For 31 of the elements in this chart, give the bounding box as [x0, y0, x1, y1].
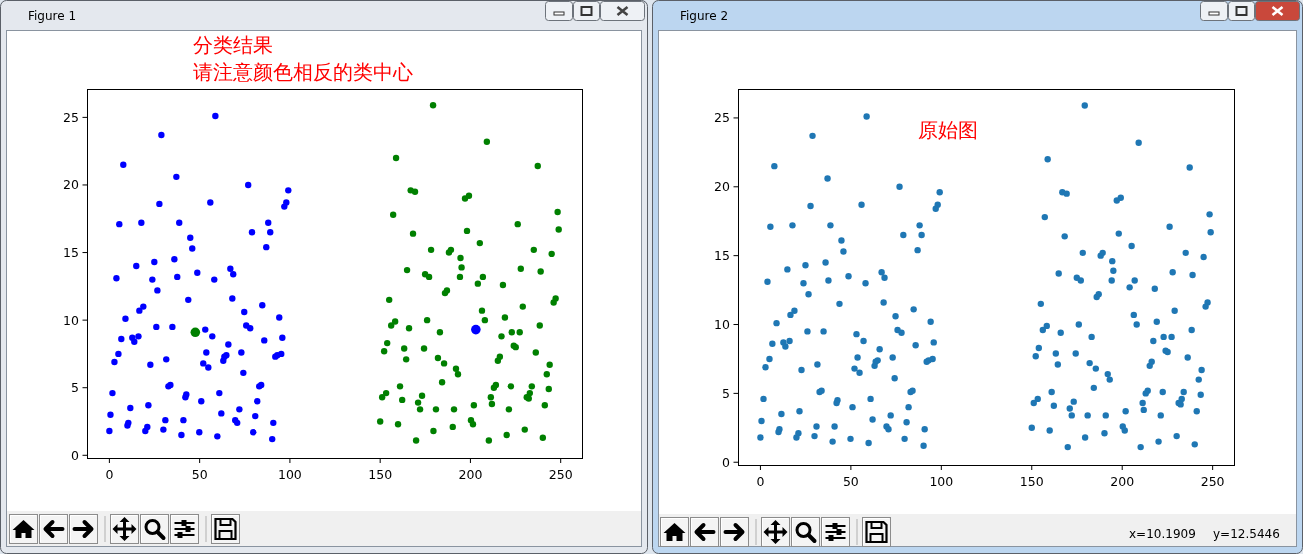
- y-tick-label: 15: [714, 248, 730, 264]
- y-tick-label: 0: [722, 454, 731, 470]
- y-tick-label: 0: [71, 447, 80, 463]
- text: y=12.5446: [1213, 527, 1280, 541]
- x-tick-label: 150: [368, 467, 393, 482]
- x-tick-label: 200: [458, 467, 483, 482]
- x-tick-label: 50: [842, 474, 859, 489]
- y-tick-label: 20: [63, 177, 80, 193]
- x-tick-label: 200: [1110, 474, 1135, 489]
- y-tick-label: 25: [714, 110, 730, 126]
- y-tick-label: 10: [714, 317, 731, 333]
- x-tick-label: 250: [548, 467, 573, 482]
- x-tick-label: 50: [191, 467, 208, 482]
- x-tick-label: 0: [756, 474, 765, 489]
- caption: Figure 1: [28, 9, 77, 23]
- chart-subtitle: 请注意颜色相反的类中心: [193, 60, 413, 84]
- y-tick-label: 5: [722, 385, 730, 401]
- chart-title: 分类结果: [193, 33, 273, 57]
- x-tick-label: 100: [277, 467, 302, 482]
- y-tick-label: 25: [63, 109, 79, 125]
- x-tick-label: 100: [929, 474, 954, 489]
- x-tick-label: 150: [1019, 474, 1044, 489]
- x-tick-label: 0: [105, 467, 114, 482]
- y-tick-label: 5: [71, 380, 79, 396]
- y-tick-label: 15: [63, 245, 79, 261]
- text: 原始图: [918, 118, 978, 142]
- x-tick-label: 250: [1200, 474, 1225, 489]
- text: x=10.1909: [1129, 527, 1196, 541]
- y-tick-label: 20: [714, 179, 731, 195]
- y-tick-label: 10: [63, 312, 80, 328]
- caption: Figure 2: [680, 9, 729, 23]
